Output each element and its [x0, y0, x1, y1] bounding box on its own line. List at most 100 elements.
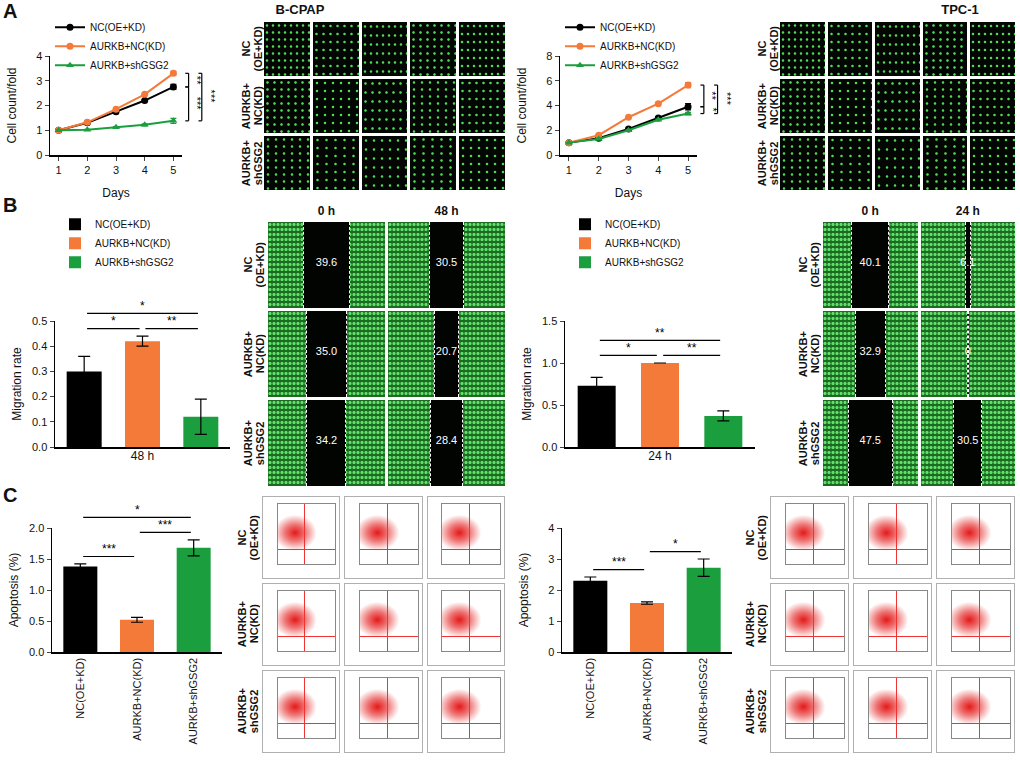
- svg-text:3: 3: [548, 553, 554, 565]
- svg-text:3: 3: [36, 75, 42, 87]
- svg-text:1: 1: [56, 164, 62, 176]
- html-text:30.5: 30.5: [435, 256, 458, 269]
- svg-text:*: *: [135, 503, 140, 517]
- svg-text:AURKB+NC(KD): AURKB+NC(KD): [90, 41, 165, 52]
- svg-text:5: 5: [685, 164, 691, 176]
- svg-text:0.0: 0.0: [29, 646, 44, 658]
- svg-text:1.0: 1.0: [29, 584, 44, 596]
- svg-text:***: ***: [205, 90, 217, 104]
- svg-text:2: 2: [84, 164, 90, 176]
- svg-text:Cell count/fold: Cell count/fold: [5, 67, 19, 143]
- svg-text:AURKB+shGSG2: AURKB+shGSG2: [605, 257, 684, 268]
- svg-text:Cell count/fold: Cell count/fold: [515, 67, 529, 143]
- svg-text:Migration rate: Migration rate: [520, 347, 534, 421]
- svg-text:0.4: 0.4: [32, 340, 47, 352]
- svg-text:3: 3: [113, 164, 119, 176]
- html-text:TPC-1: TPC-1: [941, 2, 979, 17]
- svg-text:0.0: 0.0: [32, 441, 47, 453]
- svg-text:6: 6: [546, 75, 552, 87]
- svg-text:0.5: 0.5: [32, 315, 47, 327]
- svg-text:2: 2: [596, 164, 602, 176]
- svg-text:4: 4: [548, 522, 554, 534]
- svg-text:0.0: 0.0: [542, 441, 557, 453]
- svg-text:24 h: 24 h: [648, 449, 671, 463]
- html-text:24 h: 24 h: [955, 204, 980, 218]
- svg-text:0: 0: [548, 646, 554, 658]
- svg-text:4: 4: [142, 164, 148, 176]
- svg-text:AURKB+NC(KD): AURKB+NC(KD): [131, 658, 143, 741]
- svg-text:AURKB+NC(KD): AURKB+NC(KD): [600, 41, 675, 52]
- html-text:0 h: 0 h: [861, 204, 879, 218]
- svg-text:AURKB+NC(KD): AURKB+NC(KD): [641, 658, 653, 741]
- svg-text:1: 1: [36, 124, 42, 136]
- svg-text:Migration rate: Migration rate: [10, 347, 24, 421]
- svg-text:*: *: [673, 537, 678, 551]
- svg-text:*: *: [140, 299, 145, 313]
- html-text:0 h: 0 h: [317, 204, 336, 218]
- svg-text:AURKB+shGSG2: AURKB+shGSG2: [90, 60, 169, 71]
- svg-text:5: 5: [170, 164, 176, 176]
- svg-text:NC(OE+KD): NC(OE+KD): [584, 658, 596, 719]
- svg-text:0.2: 0.2: [32, 390, 47, 402]
- svg-text:0.5: 0.5: [29, 615, 44, 627]
- html-text:20.7: 20.7: [435, 345, 458, 358]
- svg-text:1.5: 1.5: [542, 315, 557, 327]
- svg-text:AURKB+NC(KD): AURKB+NC(KD): [95, 238, 170, 249]
- svg-text:NC(OE+KD): NC(OE+KD): [90, 22, 145, 33]
- svg-text:1.0: 1.0: [542, 357, 557, 369]
- svg-text:AURKB+shGSG2: AURKB+shGSG2: [600, 60, 679, 71]
- svg-text:3: 3: [625, 164, 631, 176]
- svg-text:**: **: [687, 341, 697, 355]
- svg-text:NC(OE+KD): NC(OE+KD): [74, 658, 86, 719]
- svg-text:AURKB+shGSG2: AURKB+shGSG2: [95, 257, 174, 268]
- svg-text:**: **: [167, 314, 177, 328]
- svg-text:2.0: 2.0: [29, 522, 44, 534]
- svg-text:4: 4: [655, 164, 661, 176]
- html-text:C: C: [3, 484, 18, 506]
- svg-text:48 h: 48 h: [131, 449, 154, 463]
- html-text:48 h: 48 h: [434, 204, 459, 218]
- svg-text:0.1: 0.1: [32, 416, 47, 428]
- svg-text:Days: Days: [615, 186, 642, 200]
- svg-text:**: **: [655, 326, 665, 340]
- svg-text:0: 0: [546, 149, 552, 161]
- html-text:A: A: [3, 0, 18, 22]
- svg-text:*: *: [626, 341, 631, 355]
- svg-text:2: 2: [548, 584, 554, 596]
- svg-text:NC(OE+KD): NC(OE+KD): [605, 219, 660, 230]
- svg-text:Apoptosis (%): Apoptosis (%): [7, 553, 21, 628]
- svg-text:1: 1: [548, 615, 554, 627]
- svg-text:NC(OE+KD): NC(OE+KD): [95, 219, 150, 230]
- svg-text:NC(OE+KD): NC(OE+KD): [600, 22, 655, 33]
- svg-text:***: ***: [191, 97, 203, 111]
- svg-text:AURKB+shGSG2: AURKB+shGSG2: [697, 658, 709, 745]
- svg-text:***: ***: [158, 518, 172, 532]
- svg-text:8: 8: [546, 50, 552, 62]
- svg-text:0.3: 0.3: [32, 365, 47, 377]
- svg-text:**: **: [706, 91, 718, 100]
- html-text:39.6: 39.6: [315, 256, 338, 269]
- svg-text:***: ***: [721, 92, 733, 106]
- html-text:34.2: 34.2: [315, 434, 338, 447]
- svg-text:1: 1: [566, 164, 572, 176]
- html-text:B-CPAP: B-CPAP: [275, 2, 325, 17]
- svg-text:Apoptosis (%): Apoptosis (%): [517, 553, 531, 628]
- svg-text:***: ***: [102, 542, 116, 556]
- svg-text:*: *: [707, 108, 719, 113]
- svg-text:**: **: [191, 76, 203, 85]
- svg-text:2: 2: [36, 99, 42, 111]
- svg-text:0: 0: [36, 149, 42, 161]
- svg-text:AURKB+NC(KD): AURKB+NC(KD): [605, 238, 680, 249]
- svg-text:2: 2: [546, 124, 552, 136]
- svg-text:4: 4: [36, 50, 42, 62]
- svg-text:1.5: 1.5: [29, 553, 44, 565]
- svg-text:AURKB+shGSG2: AURKB+shGSG2: [187, 658, 199, 745]
- svg-text:***: ***: [612, 555, 626, 569]
- svg-text:4: 4: [546, 99, 552, 111]
- svg-text:0.5: 0.5: [542, 399, 557, 411]
- svg-text:Days: Days: [102, 186, 129, 200]
- svg-text:*: *: [111, 314, 116, 328]
- html-text:28.4: 28.4: [435, 434, 458, 447]
- html-text:35.0: 35.0: [315, 345, 338, 358]
- html-text:B: B: [3, 194, 18, 216]
